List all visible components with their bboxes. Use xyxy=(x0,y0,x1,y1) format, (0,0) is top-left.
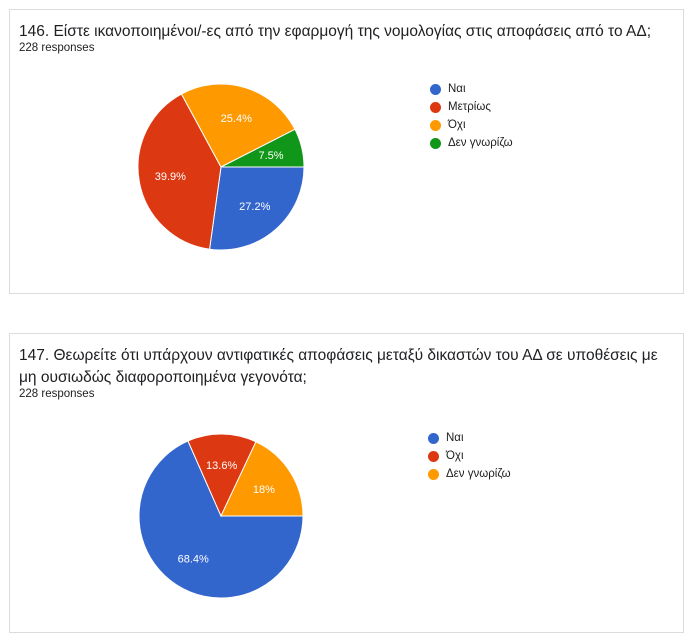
slice-label: 18% xyxy=(253,484,275,496)
legend-swatch xyxy=(430,119,441,131)
legend-swatch xyxy=(428,432,439,444)
legend-item: Όχι xyxy=(428,447,511,465)
slice-label: 27.2% xyxy=(239,201,270,213)
legend-label: Δεν γνωρίζω xyxy=(446,468,511,480)
legend-147: Ναι Όχι Δεν γνωρίζω xyxy=(428,429,511,483)
legend-swatch xyxy=(430,83,441,95)
pie-chart-147: 68.4% 13.6% 18% xyxy=(138,433,304,599)
legend-item: Όχι xyxy=(430,116,513,134)
legend-item: Μετρίως xyxy=(430,98,513,116)
pie-chart-146: 27.2% 39.9% 25.4% 7.5% xyxy=(137,83,305,251)
response-count: 228 responses xyxy=(19,42,95,54)
slice-label: 7.5% xyxy=(258,150,283,162)
slice-label: 68.4% xyxy=(178,554,209,566)
chart-card-146: 146. Είστε ικανοποιημένοι/-ες από την εφ… xyxy=(9,9,684,294)
legend-label: Ναι xyxy=(446,432,464,444)
pie-slice xyxy=(137,93,222,250)
chart-card-147: 147. Θεωρείτε ότι υπάρχουν αντιφατικές α… xyxy=(9,333,684,633)
question-title: 147. Θεωρείτε ότι υπάρχουν αντιφατικές α… xyxy=(19,347,658,386)
legend-label: Δεν γνωρίζω xyxy=(448,137,513,149)
pie-slice xyxy=(220,128,305,168)
slice-label: 13.6% xyxy=(206,460,237,472)
legend-swatch xyxy=(430,137,441,149)
legend-item: Δεν γνωρίζω xyxy=(430,134,513,152)
legend-label: Μετρίως xyxy=(448,101,491,113)
response-count: 228 responses xyxy=(19,388,95,400)
legend-item: Ναι xyxy=(428,429,511,447)
legend-item: Δεν γνωρίζω xyxy=(428,465,511,483)
pie-slice xyxy=(220,441,304,517)
legend-swatch xyxy=(428,468,439,480)
legend-item: Ναι xyxy=(430,80,513,98)
legend-146: Ναι Μετρίως Όχι Δεν γνωρίζω xyxy=(430,80,513,152)
pie-slice xyxy=(180,83,296,168)
slice-label: 25.4% xyxy=(221,113,252,125)
slice-label: 39.9% xyxy=(155,171,186,183)
legend-label: Όχι xyxy=(448,119,466,131)
pie-slice xyxy=(138,440,304,599)
legend-label: Ναι xyxy=(448,83,466,95)
legend-label: Όχι xyxy=(446,450,464,462)
pie-slice xyxy=(208,166,305,251)
question-title: 146. Είστε ικανοποιημένοι/-ες από την εφ… xyxy=(19,23,652,40)
pie-slice xyxy=(187,433,257,518)
legend-swatch xyxy=(430,101,441,113)
legend-swatch xyxy=(428,450,439,462)
